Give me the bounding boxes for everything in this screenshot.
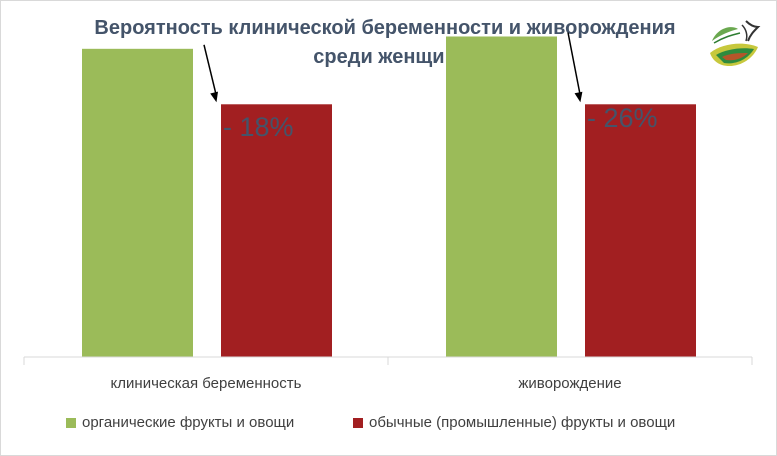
difference-label-live-birth: - 26% bbox=[587, 103, 658, 133]
legend-swatch-organic bbox=[66, 417, 76, 428]
chart-title: Вероятность клинической беременности и ж… bbox=[60, 14, 710, 72]
arrow-line-clinical-pregnancy bbox=[203, 44, 217, 95]
legend-label-conventional: обычные (промышленные) фрукты и овощи bbox=[369, 414, 676, 431]
legend-entry-conventional: обычные (промышленные) фрукты и овощи bbox=[353, 414, 675, 431]
legend: органические фрукты и овощи обычные (про… bbox=[0, 414, 777, 438]
leaf-bird-logo-icon bbox=[704, 15, 762, 73]
chart-title-line-2: среди женщин bbox=[313, 46, 457, 68]
bar-organic-clinical-pregnancy bbox=[82, 48, 193, 358]
bar-organic-live-birth bbox=[446, 36, 557, 358]
arrow-line-live-birth bbox=[567, 32, 581, 95]
legend-label-organic: органические фрукты и овощи bbox=[82, 414, 295, 431]
bar-conventional-clinical-pregnancy bbox=[221, 104, 332, 357]
x-tick-label-live-birth: живорождение bbox=[518, 375, 621, 392]
bar-conventional-live-birth bbox=[585, 104, 696, 357]
chart-title-line-1: Вероятность клинической беременности и ж… bbox=[94, 17, 676, 39]
legend-swatch-conventional bbox=[353, 417, 363, 428]
arrow-head-live-birth bbox=[574, 91, 583, 103]
difference-label-clinical-pregnancy: - 18% bbox=[223, 112, 294, 142]
legend-entry-organic: органические фрукты и овощи bbox=[66, 414, 294, 431]
x-tick-label-clinical-pregnancy: клиническая беременность bbox=[111, 375, 302, 392]
arrow-head-clinical-pregnancy bbox=[210, 91, 219, 103]
